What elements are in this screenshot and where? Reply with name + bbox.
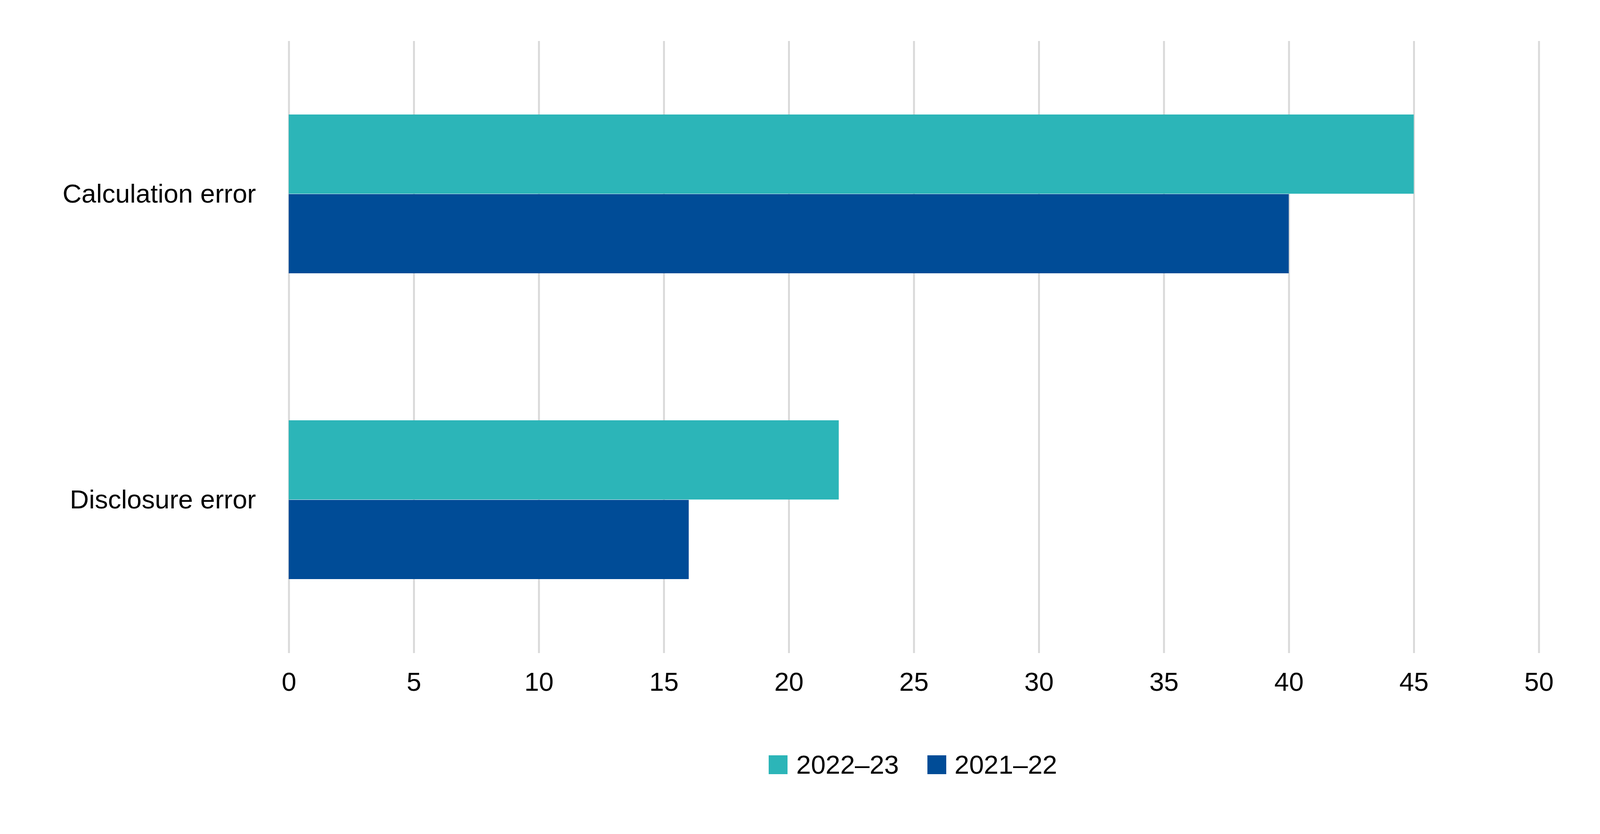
- svg-text:0: 0: [281, 666, 297, 697]
- html-text:2022–23: 2022–23: [796, 749, 899, 780]
- svg-text:50: 50: [1524, 666, 1554, 697]
- svg-text:5: 5: [406, 666, 422, 697]
- svg-text:30: 30: [1024, 666, 1054, 697]
- svg-text:40: 40: [1274, 666, 1304, 697]
- svg-text:45: 45: [1399, 666, 1429, 697]
- svg-text:Calculation error: Calculation error: [62, 178, 257, 209]
- svg-text:25: 25: [899, 666, 929, 697]
- svg-text:35: 35: [1149, 666, 1179, 697]
- svg-text:Disclosure error: Disclosure error: [69, 484, 256, 514]
- html-text:2021–22: 2021–22: [954, 749, 1058, 780]
- svg-text:20: 20: [774, 666, 804, 697]
- svg-text:10: 10: [524, 666, 554, 697]
- svg-text:15: 15: [649, 666, 679, 697]
